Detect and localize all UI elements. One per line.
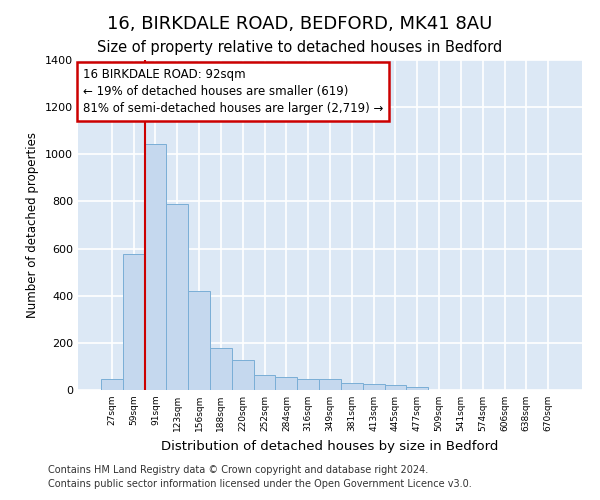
X-axis label: Distribution of detached houses by size in Bedford: Distribution of detached houses by size …	[161, 440, 499, 452]
Bar	[385, 385, 406, 390]
Bar	[319, 378, 341, 390]
Bar	[275, 376, 297, 390]
Bar	[406, 387, 428, 390]
Bar	[123, 254, 145, 390]
Bar	[145, 144, 166, 390]
Bar	[232, 360, 254, 390]
Text: Contains HM Land Registry data © Crown copyright and database right 2024.
Contai: Contains HM Land Registry data © Crown c…	[48, 465, 472, 489]
Bar	[363, 384, 385, 390]
Bar	[297, 378, 319, 390]
Bar	[210, 348, 232, 390]
Bar	[101, 378, 123, 390]
Text: Size of property relative to detached houses in Bedford: Size of property relative to detached ho…	[97, 40, 503, 55]
Bar	[254, 376, 275, 390]
Bar	[341, 383, 363, 390]
Bar	[166, 204, 188, 390]
Text: 16 BIRKDALE ROAD: 92sqm
← 19% of detached houses are smaller (619)
81% of semi-d: 16 BIRKDALE ROAD: 92sqm ← 19% of detache…	[83, 68, 383, 116]
Y-axis label: Number of detached properties: Number of detached properties	[26, 132, 40, 318]
Bar	[188, 291, 210, 390]
Text: 16, BIRKDALE ROAD, BEDFORD, MK41 8AU: 16, BIRKDALE ROAD, BEDFORD, MK41 8AU	[107, 15, 493, 33]
